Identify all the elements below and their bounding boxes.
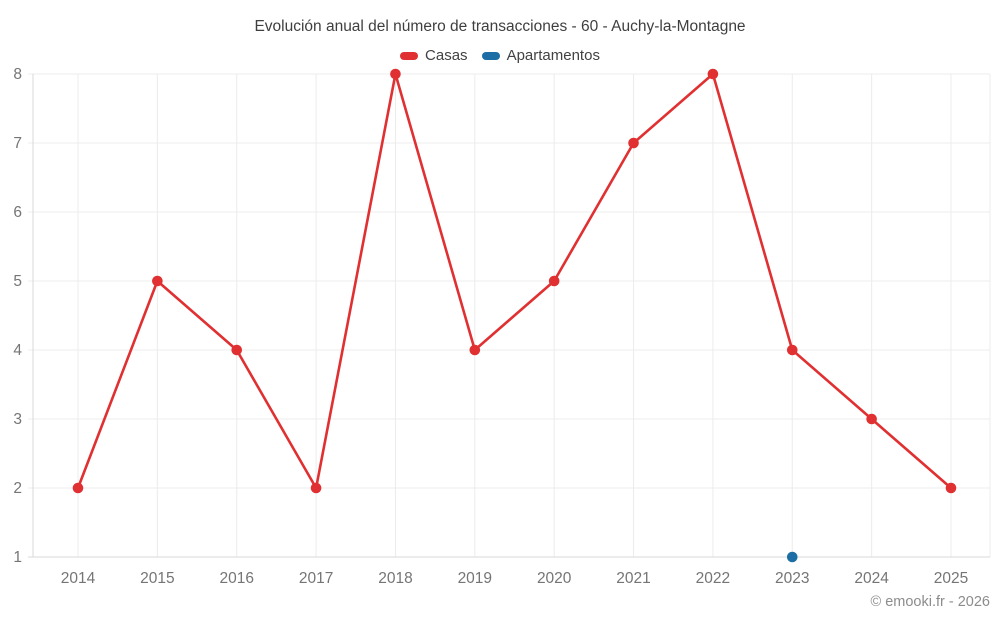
point-casas-2019[interactable]: [469, 344, 481, 356]
point-casas-2025[interactable]: [945, 482, 957, 494]
legend-label-apartamentos: Apartamentos: [506, 47, 600, 64]
chart-legend: Casas Apartamentos: [0, 47, 1000, 64]
copyright-text: © emooki.fr - 2026: [870, 594, 990, 610]
point-casas-2018[interactable]: [390, 68, 401, 80]
x-tick-label: 2019: [458, 570, 492, 587]
point-apartamentos-2023[interactable]: [786, 551, 798, 563]
x-tick-label: 2020: [537, 570, 572, 587]
y-tick-label: 8: [13, 66, 22, 83]
legend-label-casas: Casas: [425, 47, 468, 64]
point-casas-2024[interactable]: [866, 413, 877, 425]
point-casas-2016[interactable]: [231, 344, 243, 356]
y-tick-label: 1: [13, 549, 22, 566]
x-tick-label: 2018: [378, 570, 412, 587]
x-tick-label: 2017: [299, 570, 333, 587]
apartamentos-legend-swatch-icon: [481, 51, 500, 60]
point-casas-2021[interactable]: [628, 137, 639, 149]
x-tick-label: 2025: [934, 570, 968, 587]
series-line-casas: [76, 72, 953, 490]
point-casas-2023[interactable]: [786, 344, 798, 356]
point-casas-2022[interactable]: [707, 68, 719, 80]
x-tick-label: 2024: [854, 570, 889, 587]
point-casas-2020[interactable]: [548, 275, 560, 287]
legend-item-apartamentos[interactable]: Apartamentos: [481, 47, 600, 64]
chart-title: Evolución anual del número de transaccio…: [254, 18, 746, 35]
point-casas-2017[interactable]: [310, 482, 322, 494]
y-tick-label: 6: [13, 204, 22, 221]
casas-legend-swatch-icon: [400, 51, 419, 60]
y-tick-label: 4: [13, 342, 22, 359]
x-tick-label: 2022: [696, 570, 730, 587]
x-tick-label: 2014: [61, 570, 96, 587]
x-tick-label: 2015: [140, 570, 174, 587]
y-tick-label: 2: [13, 480, 22, 497]
y-tick-label: 7: [13, 135, 22, 152]
point-casas-2014[interactable]: [72, 482, 84, 494]
x-tick-label: 2016: [219, 570, 253, 587]
y-tick-label: 5: [13, 273, 22, 290]
point-casas-2015[interactable]: [152, 275, 163, 287]
x-tick-label: 2021: [616, 570, 650, 587]
x-tick-label: 2023: [775, 570, 809, 587]
y-tick-label: 3: [13, 411, 22, 428]
legend-item-casas[interactable]: Casas: [400, 47, 468, 64]
